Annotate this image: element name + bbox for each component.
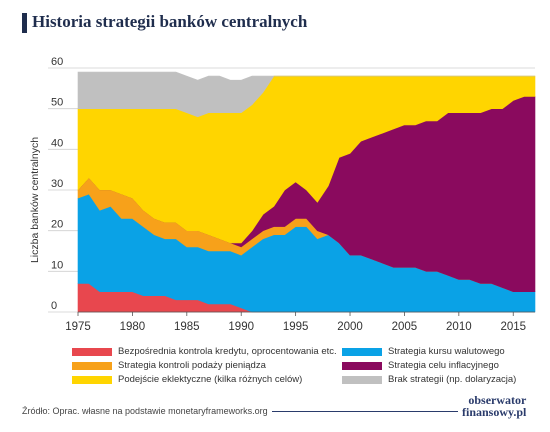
legend-label: Strategia celu inflacyjnego: [388, 360, 499, 371]
area-layer: [77, 71, 536, 313]
y-tick-label: 50: [51, 97, 63, 109]
legend-item: Strategia kontroli podaży pieniądza: [72, 360, 266, 371]
x-tick-label: 1995: [283, 321, 309, 333]
source-note: Źródło: Oprac. własne na podstawie monet…: [22, 406, 268, 416]
title-accent-bar: [22, 13, 27, 33]
y-tick-label: 30: [51, 178, 63, 190]
x-tick-label: 2005: [392, 321, 418, 333]
area-series-6: [77, 71, 535, 118]
legend-item: Strategia celu inflacyjnego: [342, 360, 499, 371]
y-tick-label: 40: [51, 137, 63, 149]
legend-label: Bezpośrednia kontrola kredytu, oprocento…: [118, 346, 337, 357]
legend-swatch: [342, 375, 382, 384]
x-tick-label: 1980: [120, 321, 146, 333]
y-tick-label: 10: [51, 259, 63, 271]
axis-layer: 0 10 20 30 40 50 60 1975 1980 1985 1990 1995 2000 200…: [51, 56, 535, 333]
y-tick-label: 20: [51, 219, 63, 231]
legend-label: Brak strategii (np. dolaryzacja): [388, 374, 517, 385]
legend-label: Strategia kursu walutowego: [388, 346, 505, 357]
x-tick-label: 2000: [337, 321, 363, 333]
legend-swatch: [72, 361, 112, 370]
x-tick-label: 2015: [500, 321, 526, 333]
publisher-logo: obserwator finansowy.pl: [462, 394, 526, 418]
legend-swatch: [342, 347, 382, 356]
legend-label: Podejście eklektyczne (kilka różnych cel…: [118, 374, 303, 385]
x-tick-label: 2010: [446, 321, 472, 333]
legend-item: Podejście eklektyczne (kilka różnych cel…: [72, 374, 302, 385]
legend-swatch: [72, 375, 112, 384]
legend-item: Brak strategii (np. dolaryzacja): [342, 374, 516, 385]
legend-label: Strategia kontroli podaży pieniądza: [118, 360, 266, 371]
x-tick-label: 1985: [174, 321, 200, 333]
y-tick-label: 60: [51, 56, 63, 68]
y-axis-label: Liczba banków centralnych: [29, 137, 41, 263]
x-tick-label: 1975: [65, 321, 91, 333]
legend-swatch: [342, 361, 382, 370]
logo-line-1: obserwator: [468, 393, 527, 407]
chart-title: Historia strategii banków centralnych: [32, 12, 308, 31]
legend-item: Strategia kursu walutowego: [342, 346, 505, 357]
legend-swatch: [72, 347, 112, 356]
legend-item: Bezpośrednia kontrola kredytu, oprocento…: [72, 346, 337, 357]
source-divider: [272, 411, 458, 412]
x-tick-label: 1990: [228, 321, 254, 333]
logo-line-2: finansowy.pl: [462, 405, 527, 419]
y-tick-label: 0: [51, 300, 57, 312]
